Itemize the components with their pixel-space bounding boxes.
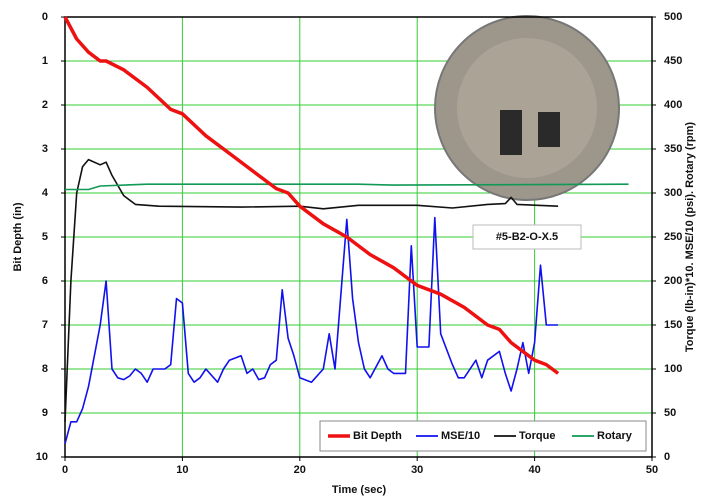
y-axis-title: Bit Depth (in) xyxy=(12,202,24,271)
x-tick-label: 0 xyxy=(62,464,68,476)
y2-tick-label: 50 xyxy=(664,407,676,419)
y-tick-label: 7 xyxy=(42,319,48,331)
y-tick-label: 5 xyxy=(42,231,48,243)
y2-tick-label: 150 xyxy=(664,319,682,331)
x-tick-label: 50 xyxy=(646,464,658,476)
y2-tick-label: 400 xyxy=(664,99,682,111)
y2-tick-label: 300 xyxy=(664,187,682,199)
y-tick-label: 9 xyxy=(42,407,48,419)
y2-tick-label: 0 xyxy=(664,451,670,463)
series-line xyxy=(64,216,559,445)
y-tick-label: 4 xyxy=(42,187,49,199)
x-tick-label: 20 xyxy=(294,464,306,476)
legend-label: Torque xyxy=(519,430,555,442)
y2-tick-label: 250 xyxy=(664,231,682,243)
core-photo-detail xyxy=(500,110,522,155)
core-photo-detail xyxy=(457,38,597,178)
y-tick-label: 10 xyxy=(36,451,48,463)
annotation-box xyxy=(472,224,582,250)
y-tick-label: 0 xyxy=(42,11,48,23)
x-tick-label: 40 xyxy=(528,464,540,476)
y-tick-label: 1 xyxy=(42,55,48,67)
y2-tick-label: 500 xyxy=(664,11,682,23)
series-line xyxy=(63,16,560,375)
y-tick-label: 2 xyxy=(42,99,48,111)
core-photo-detail xyxy=(538,112,560,147)
x-tick-label: 30 xyxy=(411,464,423,476)
legend-label: Bit Depth xyxy=(353,430,402,442)
y2-axis-title: Torque (lb-in)*10. MSE/10 (psi). Rotary … xyxy=(684,122,696,353)
legend-label: MSE/10 xyxy=(441,430,480,442)
y2-tick-label: 450 xyxy=(664,55,682,67)
legend-label: Rotary xyxy=(597,430,633,442)
y2-tick-label: 100 xyxy=(664,363,682,375)
y-tick-label: 6 xyxy=(42,275,48,287)
x-tick-label: 10 xyxy=(176,464,188,476)
plot-frame xyxy=(64,16,653,458)
series-line xyxy=(65,183,629,191)
series-line xyxy=(64,158,559,422)
y-tick-label: 3 xyxy=(42,143,48,155)
y-tick-label: 8 xyxy=(42,363,48,375)
y2-tick-label: 200 xyxy=(664,275,682,287)
y2-tick-label: 350 xyxy=(664,143,682,155)
x-axis-title: Time (sec) xyxy=(332,484,387,496)
annotation: #5-B2-O-X.5 xyxy=(496,231,558,243)
